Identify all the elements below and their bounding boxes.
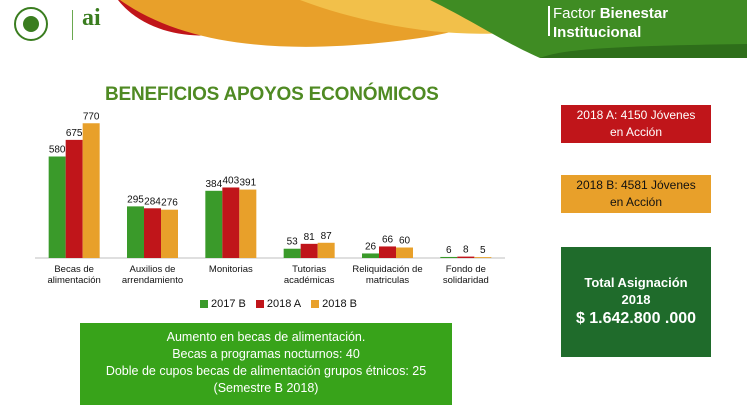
bar-2018b-4: [396, 247, 413, 258]
category-label-4: Reliquidación de matriculas: [352, 264, 422, 286]
data-label-2018a-2: 403: [222, 175, 239, 186]
chart-legend: 2017 B 2018 A 2018 B: [200, 298, 357, 310]
bar-2018a-4: [379, 246, 396, 258]
bar-2017b-1: [127, 206, 144, 258]
note-line-4: (Semestre B 2018): [213, 381, 319, 395]
header-title-bar: [548, 6, 550, 36]
university-logo: ai: [8, 4, 113, 46]
bar-2018b-5: [474, 257, 492, 258]
data-label-2018a-3: 81: [304, 232, 316, 243]
legend-item-2017b: 2017 B: [200, 298, 246, 310]
jovenes-2018b-line2: en Acción: [609, 195, 663, 209]
header-green-dark: [540, 44, 747, 58]
logo-divider: [72, 10, 73, 40]
legend-label-2018a: 2018 A: [266, 298, 302, 310]
total-label-line1: Total Asignación: [584, 275, 688, 290]
data-label-2018b-1: 276: [161, 198, 178, 209]
bar-2017b-3: [283, 248, 301, 258]
bar-2017b-4: [362, 253, 379, 258]
category-label-3: Tutorias académicas: [284, 264, 335, 286]
bar-2018b-3: [317, 242, 335, 258]
notes-box: Aumento en becas de alimentación. Becas …: [80, 323, 452, 405]
header-title-bold: Bienestar: [599, 5, 669, 22]
bar-2018a-2: [222, 187, 240, 258]
jovenes-2018a-line2: en Acción: [609, 125, 663, 139]
legend-label-2018b: 2018 B: [322, 298, 358, 310]
chart-title: BENEFICIOS APOYOS ECONÓMICOS: [105, 84, 439, 105]
data-label-2017b-0: 580: [49, 145, 66, 156]
legend-swatch-2018a: [255, 300, 264, 308]
jovenes-2018a-box: 2018 A: 4150 Jóvenes en Acción: [561, 105, 711, 143]
legend-swatch-2018b: [311, 300, 320, 308]
note-line-3: Doble de cupos becas de alimentación gru…: [105, 364, 427, 378]
category-label-0: Becas de alimentación: [47, 264, 100, 286]
note-line-1: Aumento en becas de alimentación.: [166, 330, 366, 344]
data-label-2018b-3: 87: [321, 231, 333, 242]
legend-item-2018b: 2018 B: [311, 298, 357, 310]
category-label-5: Fondo de solidaridad: [443, 264, 489, 286]
jovenes-2018a-line1: 2018 A: 4150 Jóvenes: [576, 108, 696, 122]
total-amount: $ 1.642.800 .000: [575, 310, 697, 327]
header-title: Factor Bienestar Institucional: [553, 4, 668, 42]
category-label-2: Monitorias: [209, 264, 253, 275]
legend-label-2017b: 2017 B: [211, 298, 246, 310]
category-label-1: Auxilios de arrendamiento: [122, 264, 183, 286]
bar-2018a-0: [65, 139, 83, 258]
header-title-line2: Institucional: [553, 24, 642, 41]
data-label-2017b-5: 6: [446, 245, 452, 256]
header-banner: [118, 0, 747, 58]
data-label-2018a-5: 8: [463, 245, 469, 256]
jovenes-2018b-box: 2018 B: 4581 Jóvenes en Acción: [561, 175, 711, 213]
data-label-2017b-1: 295: [127, 194, 144, 205]
data-label-2018b-4: 60: [399, 236, 411, 247]
data-label-2018a-4: 66: [382, 234, 394, 245]
data-label-2018b-5: 5: [480, 245, 486, 256]
total-label-line2: 2018: [621, 292, 651, 307]
data-label-2018b-0: 770: [83, 111, 100, 122]
header-green-swoosh: [430, 0, 747, 58]
bar-2018a-3: [300, 243, 318, 258]
data-label-2018a-0: 675: [66, 128, 83, 139]
bar-2018a-5: [457, 256, 475, 258]
bar-2018b-0: [82, 123, 100, 258]
bar-2018b-1: [161, 209, 178, 258]
legend-item-2018a: 2018 A: [255, 298, 302, 310]
bar-2018a-1: [144, 208, 161, 258]
legend-swatch-2017b: [200, 300, 208, 308]
data-label-2018b-2: 391: [239, 178, 256, 189]
bar-2018b-2: [239, 189, 257, 258]
university-seal-icon: [14, 7, 48, 41]
jovenes-2018b-line1: 2018 B: 4581 Jóvenes: [576, 178, 696, 192]
data-label-2017b-3: 53: [287, 237, 299, 248]
bar-2017b-5: [440, 256, 458, 258]
total-allocation-box: Total Asignación 2018 $ 1.642.800 .000: [561, 247, 711, 357]
bar-2017b-0: [48, 156, 66, 258]
data-label-2017b-4: 26: [365, 241, 377, 252]
data-label-2017b-2: 384: [205, 179, 222, 190]
data-label-2018a-1: 284: [144, 196, 161, 207]
note-line-2: Becas a programas nocturnos: 40: [172, 347, 360, 361]
header-title-prefix: Factor: [553, 5, 596, 22]
ai-logo: ai: [82, 5, 101, 31]
bar-2017b-2: [205, 190, 223, 258]
